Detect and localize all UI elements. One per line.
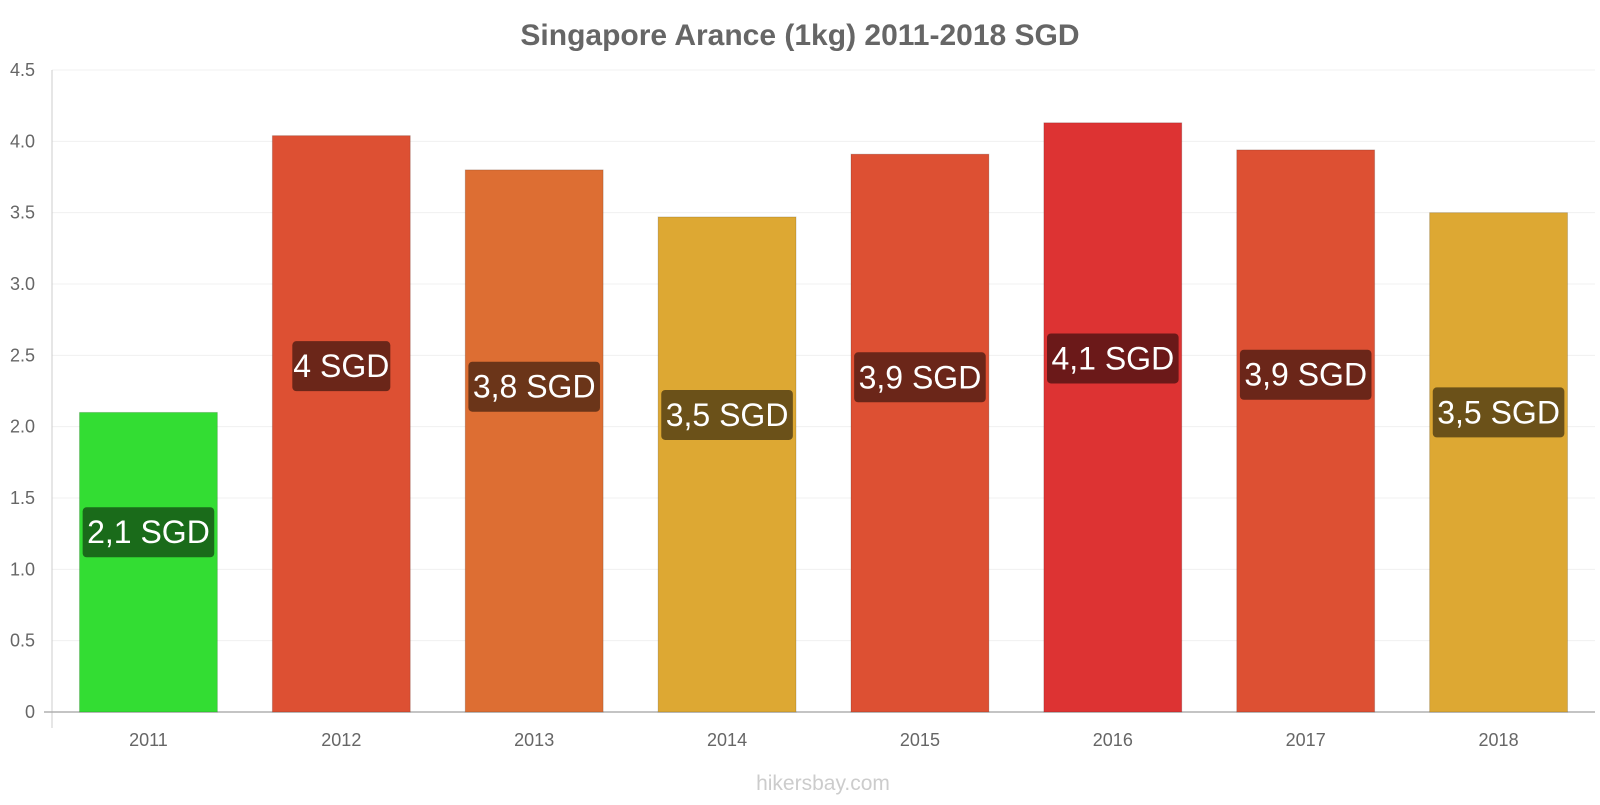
bar-2018 [1429, 212, 1569, 713]
value-label-box [1432, 387, 1565, 438]
y-tick-label: 4.5 [10, 60, 35, 80]
x-tick-label: 2011 [129, 730, 168, 750]
bar-2012 [271, 135, 411, 713]
y-tick-label: 1.5 [10, 488, 35, 508]
value-label-box [82, 507, 215, 558]
value-label-box [1047, 333, 1179, 384]
x-tick-label: 2015 [900, 730, 940, 750]
bar-2015 [850, 153, 990, 713]
bar-2017 [1236, 149, 1376, 713]
y-tick-label: 4.0 [10, 131, 35, 151]
value-label: 2,1 SGD [87, 514, 210, 550]
value-label: 3,9 SGD [859, 359, 982, 395]
y-tick-label: 2.5 [10, 345, 35, 365]
value-label: 3,9 SGD [1244, 357, 1367, 393]
x-tick-label: 2012 [321, 730, 361, 750]
y-tick-label: 3.0 [10, 274, 35, 294]
chart-title: Singapore Arance (1kg) 2011-2018 SGD [520, 19, 1079, 52]
bar-2011 [78, 411, 218, 713]
value-label: 4,1 SGD [1051, 340, 1174, 376]
value-labels: 2,1 SGD 4 SGD 3,8 SGD 3,5 SGD 3,9 SGD 4,1 SGD… [82, 333, 1565, 558]
value-label-box [1239, 349, 1372, 400]
bar-2014 [657, 216, 797, 713]
value-label-box [468, 361, 600, 412]
value-label-box [661, 389, 793, 440]
bars [78, 122, 1569, 713]
value-label-box [292, 341, 391, 392]
value-label: 3,8 SGD [473, 369, 596, 405]
x-tick-label: 2017 [1286, 730, 1326, 750]
value-label: 3,5 SGD [666, 397, 789, 433]
y-tick-label: 3.5 [10, 203, 35, 223]
y-tick-label: 2.0 [10, 417, 35, 437]
value-label: 4 SGD [293, 348, 389, 384]
x-tick-label: 2018 [1479, 730, 1519, 750]
bar-2013 [464, 169, 604, 713]
y-tick-label: 1.0 [10, 559, 35, 579]
value-label: 3,5 SGD [1437, 394, 1560, 430]
x-tick-label: 2014 [707, 730, 747, 750]
watermark-text: hikersbay.com [756, 772, 890, 795]
value-label-box [854, 352, 986, 403]
x-tick-label: 2016 [1093, 730, 1133, 750]
x-tick-label: 2013 [514, 730, 554, 750]
y-tick-label: 0.5 [10, 631, 35, 651]
y-tick-label: 0 [25, 702, 35, 722]
bar-2016 [1043, 122, 1183, 713]
